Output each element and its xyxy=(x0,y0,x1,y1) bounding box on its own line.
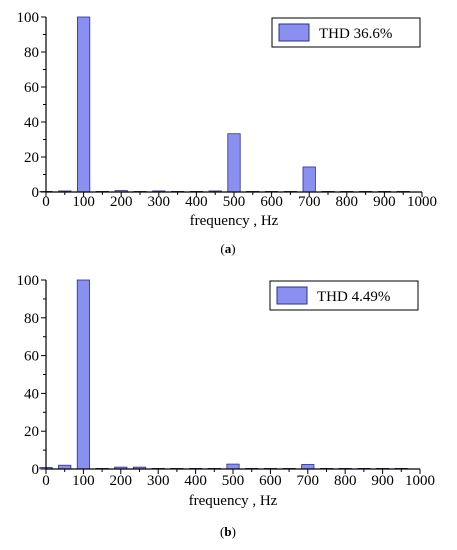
y-tick-label: 100 xyxy=(17,10,40,26)
x-tick-label: 1000 xyxy=(407,194,437,210)
legend-label: THD 4.49% xyxy=(317,289,390,305)
y-tick-label: 0 xyxy=(32,462,40,478)
x-tick-label: 900 xyxy=(373,194,396,210)
legend-swatch xyxy=(276,286,308,305)
y-tick-label: 20 xyxy=(24,150,39,166)
panel-label: (b) xyxy=(220,524,236,539)
x-tick-label: 800 xyxy=(334,473,357,489)
x-tick-label: 500 xyxy=(222,473,245,489)
x-tick-label: 500 xyxy=(223,194,246,210)
legend: THD 36.6% xyxy=(271,17,421,48)
x-tick-label: 100 xyxy=(72,194,95,210)
x-tick-label: 700 xyxy=(297,473,320,489)
x-tick-label: 0 xyxy=(42,473,50,489)
y-tick-label: 40 xyxy=(24,386,39,402)
x-tick-label: 600 xyxy=(259,473,282,489)
x-tick-label: 100 xyxy=(72,473,95,489)
x-tick-label: 200 xyxy=(110,194,133,210)
y-tick-label: 60 xyxy=(24,349,39,365)
y-tick-label: 40 xyxy=(24,115,39,131)
x-tick-label: 400 xyxy=(184,473,207,489)
bar xyxy=(302,166,316,193)
x-axis-title: frequency , Hz xyxy=(190,213,279,229)
legend: THD 4.49% xyxy=(269,280,419,311)
y-tick-label: 80 xyxy=(24,311,39,327)
x-tick-label: 900 xyxy=(371,473,394,489)
chart-panel-b: 0 100 200 300 400 500 600 700 800 900 1000 0 20 40 60 8… xyxy=(17,273,436,539)
x-tick-label: 200 xyxy=(110,473,133,489)
panel-label: (a) xyxy=(220,241,235,256)
x-tick-label: 300 xyxy=(148,194,171,210)
x-tick-label: 300 xyxy=(147,473,170,489)
bar xyxy=(76,279,90,470)
bar xyxy=(227,133,241,193)
bar xyxy=(301,464,315,470)
bar xyxy=(226,463,240,470)
x-tick-label: 0 xyxy=(42,194,50,210)
y-tick-label: 0 xyxy=(32,185,40,201)
x-axis-title: frequency , Hz xyxy=(189,493,278,509)
legend-label: THD 36.6% xyxy=(319,26,392,42)
x-tick-label: 1000 xyxy=(405,473,435,489)
chart-panel-a: 0 100 200 300 400 500 600 700 800 900 1000 0 20 40 60 8… xyxy=(17,10,438,256)
x-tick-label: 600 xyxy=(260,194,283,210)
x-tick-label: 400 xyxy=(185,194,208,210)
x-tick-label: 700 xyxy=(298,194,321,210)
legend-swatch xyxy=(278,23,310,42)
y-tick-label: 20 xyxy=(24,424,39,440)
y-tick-label: 100 xyxy=(17,273,40,289)
bar xyxy=(77,16,91,193)
y-tick-label: 60 xyxy=(24,80,39,96)
y-tick-label: 80 xyxy=(24,45,39,61)
x-tick-label: 800 xyxy=(336,194,359,210)
